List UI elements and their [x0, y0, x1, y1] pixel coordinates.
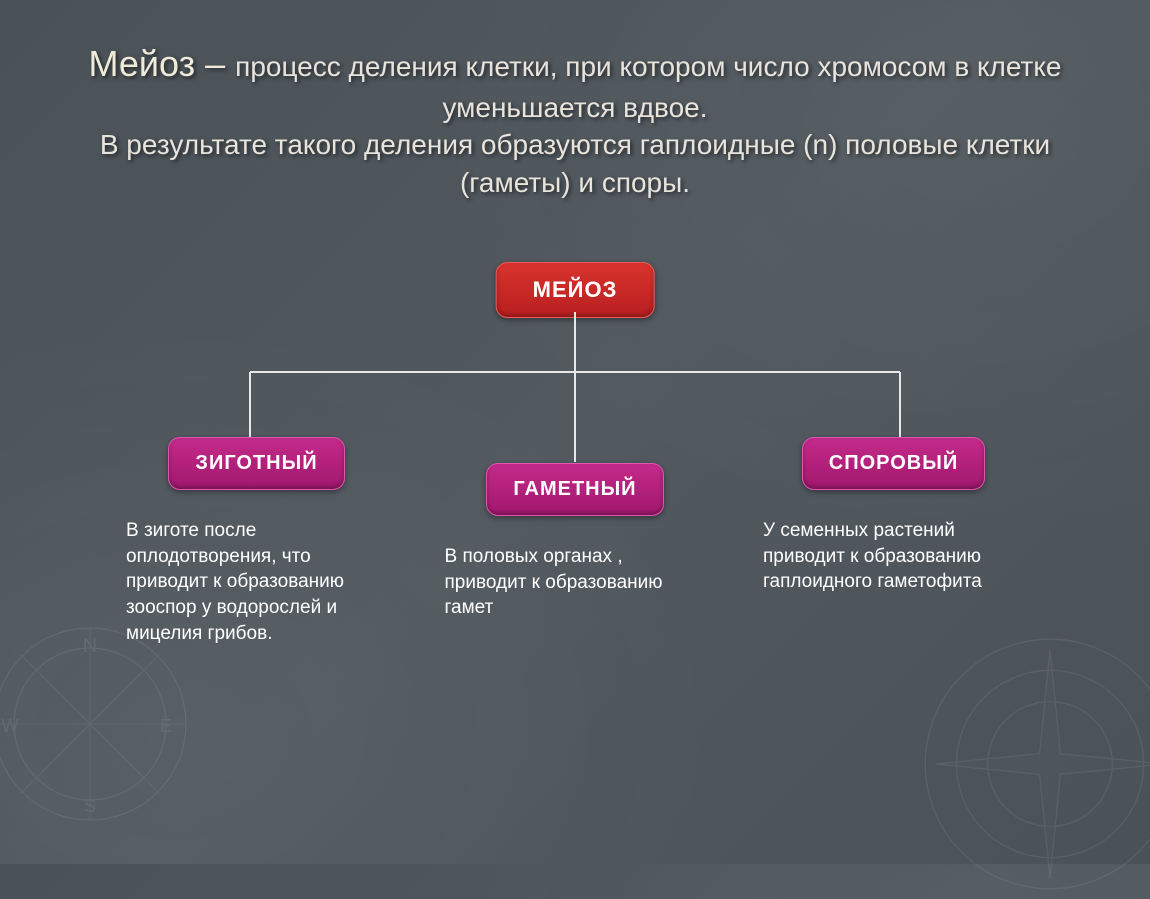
root-label: МЕЙОЗ — [533, 277, 618, 302]
child-label-spore: СПОРОВЫЙ — [829, 452, 958, 474]
root-node: МЕЙОЗ — [496, 262, 655, 318]
title-rest-1: процесс деления клетки, при котором числ… — [235, 51, 1061, 123]
tree-diagram: МЕЙОЗ ЗИГОТНЫЙ В зиготе после оплодотвор… — [70, 262, 1080, 822]
child-node-spore: СПОРОВЫЙ — [802, 437, 985, 490]
title-term: Мейоз – — [88, 43, 235, 84]
child-col-gamete: ГАМЕТНЫЙ В половых органах , приводит к … — [439, 437, 712, 646]
child-node-zygote: ЗИГОТНЫЙ — [168, 437, 344, 490]
child-node-gamete: ГАМЕТНЫЙ — [486, 463, 663, 516]
child-label-zygote: ЗИГОТНЫЙ — [195, 452, 317, 474]
child-label-gamete: ГАМЕТНЫЙ — [513, 478, 636, 500]
child-col-zygote: ЗИГОТНЫЙ В зиготе после оплодотворения, … — [120, 437, 393, 646]
title-line-1: Мейоз – процесс деления клетки, при кото… — [70, 40, 1080, 126]
child-desc-zygote: В зиготе после оплодотворения, что приво… — [120, 518, 393, 646]
children-row: ЗИГОТНЫЙ В зиготе после оплодотворения, … — [70, 437, 1080, 646]
slide-title: Мейоз – процесс деления клетки, при кото… — [70, 40, 1080, 202]
child-desc-gamete: В половых органах , приводит к образован… — [439, 544, 712, 621]
slide: Мейоз – процесс деления клетки, при кото… — [0, 0, 1150, 852]
child-col-spore: СПОРОВЫЙ У семенных растений приводит к … — [757, 437, 1030, 646]
title-line-2: В результате такого деления образуются г… — [70, 126, 1080, 202]
child-desc-spore: У семенных растений приводит к образован… — [757, 518, 1030, 595]
